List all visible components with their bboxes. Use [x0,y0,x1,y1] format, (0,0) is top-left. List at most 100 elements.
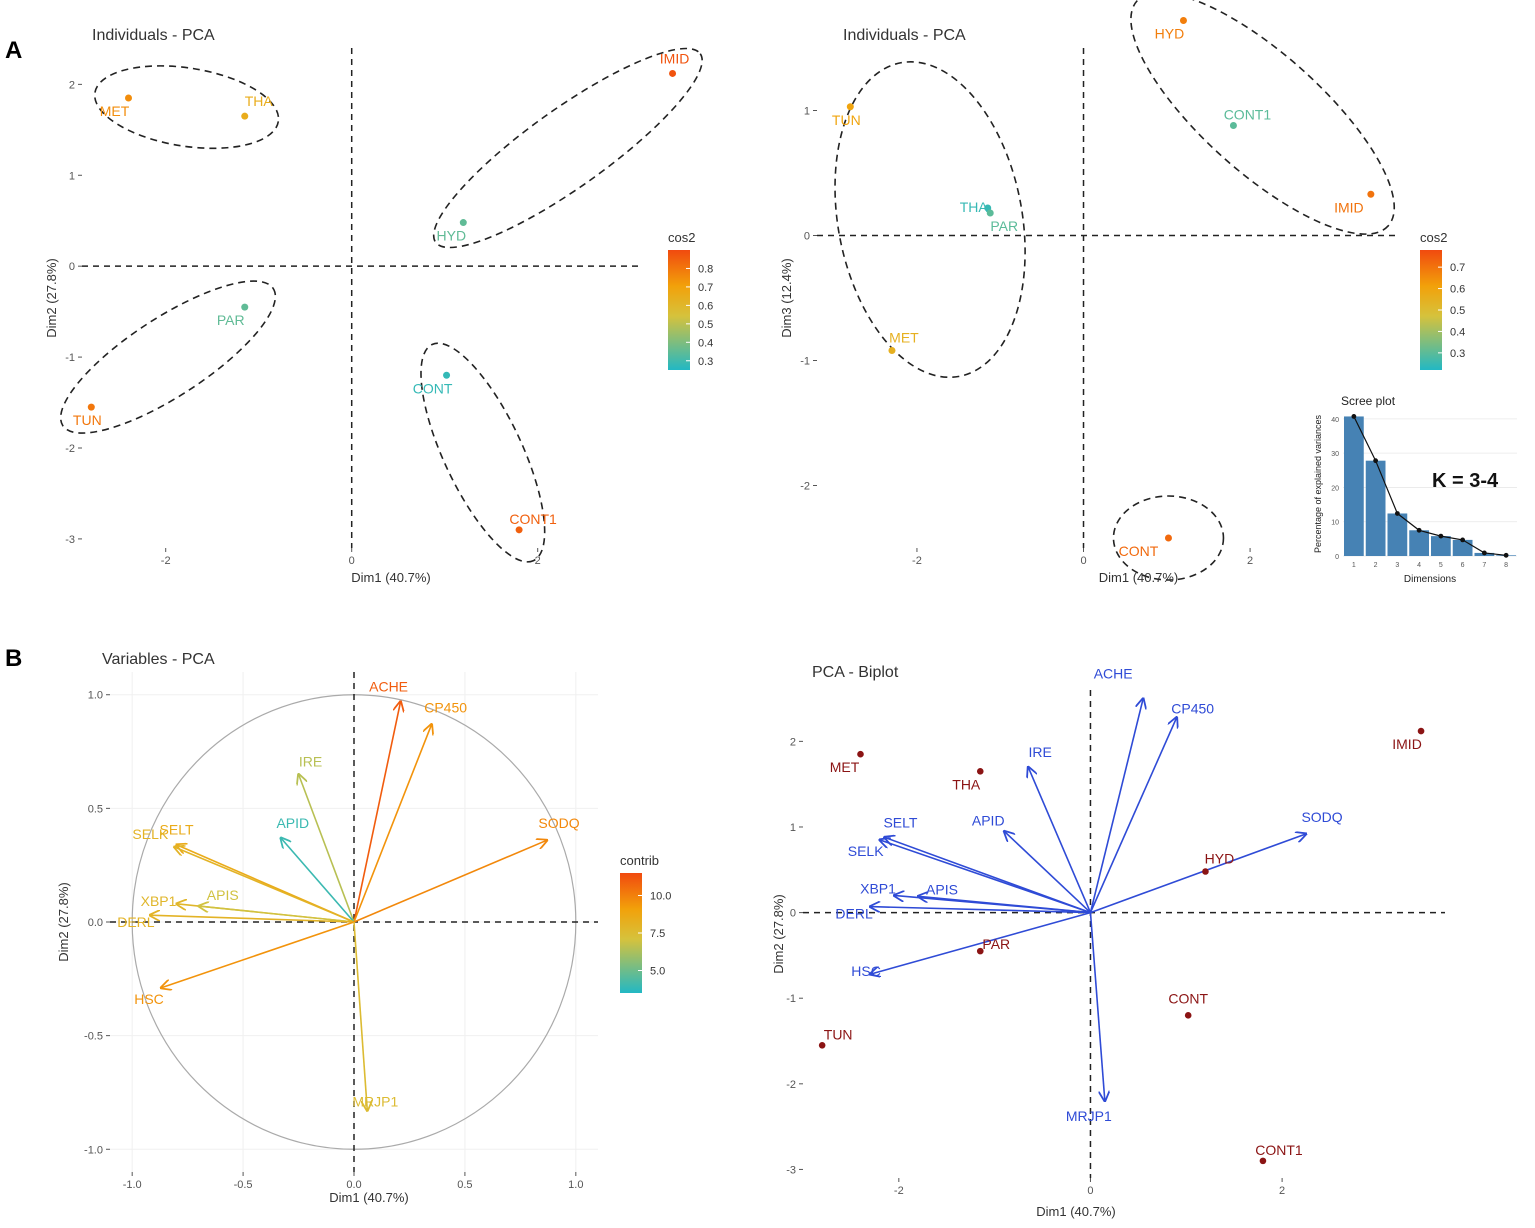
scree-x-tick-label: 6 [1461,562,1465,569]
point-label-par: PAR [217,312,245,328]
x-tick-label: 2 [535,555,541,567]
y-tick-label: 0 [790,908,796,920]
x-tick-label: -2 [161,555,171,567]
y-tick-label: -1 [786,993,796,1005]
y-tick-label: -3 [65,534,75,546]
biplot-arrow-label-xbp1: XBP1 [860,880,896,896]
biplot-point-met [857,750,864,758]
arrow-label-ire: IRE [299,753,322,769]
k-annotation: K = 3-4 [1432,470,1499,492]
chart-title: Variables - PCA [102,651,215,668]
y-tick-label: 0 [804,231,810,243]
scree-point-3 [1394,511,1400,516]
point-par [241,303,249,311]
scree-bar-2 [1365,460,1386,556]
arrow-apis [199,906,355,923]
y-tick-label: 2 [69,79,75,91]
point-label-tun: TUN [73,412,102,428]
scree-x-axis-label: Dimensions [1404,574,1456,585]
point-label-tha: THA [960,199,989,215]
biplot-arrow-cp450 [1089,717,1176,913]
chart-title: Individuals - PCA [843,27,966,44]
legend-tick-label: 0.7 [1450,262,1465,274]
panel-b-label: B [5,645,22,672]
arrow-apid [281,838,355,923]
scree-x-tick-label: 5 [1439,562,1443,569]
biplot-arrow-label-hsc: HSC [851,963,881,979]
arrow-label-selk: SELK [132,826,168,842]
point-label-tha: THA [245,93,274,109]
biplot-point-label-cont1: CONT1 [1255,1142,1303,1158]
arrow-derl [150,915,355,923]
biplot-arrow-label-sodq: SODQ [1301,809,1342,825]
x-tick-label: -1.0 [123,1179,142,1191]
scree-point-7 [1481,550,1487,556]
x-tick-label: -2 [912,555,922,567]
x-tick-label: 0.5 [457,1179,472,1191]
y-tick-label: -2 [800,481,810,493]
x-tick-label: 1.0 [568,1179,583,1191]
scree-bar-4 [1409,530,1429,556]
scree-x-tick-label: 4 [1417,562,1421,569]
scree-bar-3 [1387,513,1408,556]
biplot-arrow-apis [918,896,1091,914]
biplot-arrow-label-selk: SELK [848,843,884,859]
x-axis-label: Dim1 (40.7%) [1099,570,1178,585]
legend-title: contrib [620,853,659,868]
y-axis-label: Dim2 (27.8%) [56,882,71,961]
biplot-point-label-hyd: HYD [1205,851,1235,867]
scree-y-tick-label: 40 [1331,417,1339,424]
scree-y-axis-label: Percentage of explained variances [1313,414,1323,553]
legend-tick-label: 7.5 [650,928,665,940]
biplot-point-par [976,947,984,955]
arrow-hsc [161,921,355,988]
y-tick-label: 2 [790,736,796,748]
arrow-label-hsc: HSC [134,991,164,1007]
arrow-label-cp450: CP450 [424,699,467,715]
point-label-hyd: HYD [1155,26,1185,42]
scree-y-tick-label: 30 [1331,451,1339,458]
cluster-ellipse [834,61,1026,379]
x-axis-label: Dim1 (40.7%) [329,1190,408,1205]
y-tick-label: -1 [800,356,810,368]
legend-tick-label: 0.7 [698,282,713,294]
arrow-cp450 [353,724,432,923]
scree-point-8 [1503,552,1509,558]
legend-colorbar [1420,250,1442,370]
legend-tick-label: 0.3 [1450,348,1465,360]
biplot-arrow-label-cp450: CP450 [1171,700,1214,716]
arrow-label-mrjp1: MRJP1 [352,1094,398,1110]
point-imid [1367,190,1375,198]
y-axis-label: Dim2 (27.8%) [771,894,786,973]
biplot-point-hyd [1202,868,1209,875]
biplot-arrow-ire [1028,767,1092,913]
point-met [125,94,132,102]
scree-x-tick-label: 2 [1374,562,1378,569]
biplot-point-label-par: PAR [982,936,1010,952]
point-label-imid: IMID [1334,199,1364,215]
y-tick-label: -0.5 [84,1031,103,1043]
y-tick-label: 0 [69,261,75,273]
legend-tick-label: 0.4 [698,337,713,349]
arrow-label-selt: SELT [160,822,194,838]
point-cont [1164,534,1172,542]
legend-title: cos2 [1420,230,1447,245]
cluster-ellipse [1112,495,1225,581]
biplot-arrow-ache [1089,699,1143,913]
y-tick-label: -1 [65,352,75,364]
legend-tick-label: 0.6 [1450,284,1465,296]
arrow-ire [299,774,355,923]
biplot-arrow-label-ire: IRE [1029,744,1052,760]
biplot-point-label-imid: IMID [1392,736,1422,752]
scree-x-tick-label: 7 [1482,562,1486,569]
scree-point-4 [1416,527,1422,533]
biplot-point-imid [1417,727,1425,735]
y-tick-label: -3 [786,1164,796,1176]
biplot-point-label-cont: CONT [1168,990,1208,1006]
scree-title: Scree plot [1341,394,1396,408]
scree-point-6 [1460,537,1466,543]
legend-tick-label: 0.3 [698,356,713,368]
scree-point-5 [1438,533,1444,539]
arrow-mrjp1 [353,921,367,1111]
legend-tick-label: 5.0 [650,966,665,978]
